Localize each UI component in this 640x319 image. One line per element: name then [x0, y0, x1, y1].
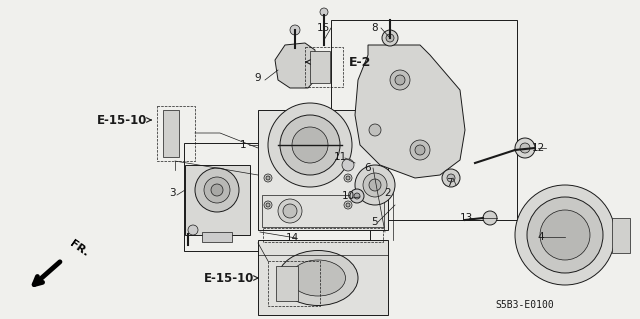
Circle shape — [369, 124, 381, 136]
Circle shape — [266, 203, 270, 207]
Bar — [263, 228, 383, 242]
Circle shape — [204, 177, 230, 203]
Circle shape — [264, 201, 272, 209]
Polygon shape — [355, 45, 465, 178]
Circle shape — [540, 210, 590, 260]
Bar — [185, 165, 250, 235]
Bar — [276, 266, 298, 301]
Text: FR.: FR. — [68, 238, 90, 258]
Circle shape — [527, 197, 603, 273]
Circle shape — [386, 34, 394, 42]
Ellipse shape — [291, 260, 346, 296]
Circle shape — [278, 199, 302, 223]
Circle shape — [346, 176, 350, 180]
Circle shape — [268, 103, 352, 187]
Circle shape — [415, 145, 425, 155]
Circle shape — [369, 179, 381, 191]
Circle shape — [447, 174, 455, 182]
Text: E-2: E-2 — [349, 56, 371, 69]
Circle shape — [395, 75, 405, 85]
Text: 14: 14 — [285, 233, 299, 243]
Circle shape — [266, 176, 270, 180]
Circle shape — [283, 204, 297, 218]
Circle shape — [320, 8, 328, 16]
Text: 9: 9 — [255, 73, 261, 83]
Circle shape — [350, 189, 364, 203]
Circle shape — [195, 168, 239, 212]
Circle shape — [264, 174, 272, 182]
Bar — [258, 240, 388, 315]
Text: E-15-10: E-15-10 — [97, 114, 147, 127]
Circle shape — [211, 184, 223, 196]
Bar — [258, 110, 388, 230]
Text: 8: 8 — [372, 23, 378, 33]
Bar — [305, 47, 343, 87]
Circle shape — [344, 201, 352, 209]
Text: 6: 6 — [365, 163, 371, 173]
Text: 10: 10 — [341, 191, 355, 201]
Bar — [331, 20, 517, 220]
Text: 1: 1 — [240, 140, 246, 150]
Circle shape — [342, 159, 354, 171]
Ellipse shape — [278, 250, 358, 306]
Bar — [310, 51, 330, 83]
Text: 2: 2 — [385, 188, 391, 198]
Text: S5B3-E0100: S5B3-E0100 — [495, 300, 554, 310]
Circle shape — [188, 225, 198, 235]
Circle shape — [520, 143, 530, 153]
Bar — [157, 106, 195, 161]
Text: 11: 11 — [333, 152, 347, 162]
Text: 4: 4 — [538, 232, 544, 242]
Bar — [202, 232, 232, 242]
Bar — [268, 261, 320, 306]
Text: 7: 7 — [445, 178, 452, 188]
Circle shape — [354, 193, 360, 199]
Text: 15: 15 — [316, 23, 330, 33]
Circle shape — [363, 173, 387, 197]
Bar — [612, 218, 630, 253]
Circle shape — [355, 165, 395, 205]
Circle shape — [390, 70, 410, 90]
Circle shape — [344, 174, 352, 182]
Circle shape — [515, 138, 535, 158]
Polygon shape — [275, 43, 315, 88]
Circle shape — [382, 30, 398, 46]
Text: 3: 3 — [169, 188, 175, 198]
Circle shape — [346, 203, 350, 207]
Circle shape — [483, 211, 497, 225]
Circle shape — [515, 185, 615, 285]
Bar — [184, 143, 370, 251]
Text: 5: 5 — [371, 217, 378, 227]
Circle shape — [410, 140, 430, 160]
Text: 12: 12 — [531, 143, 545, 153]
Bar — [163, 110, 179, 157]
Text: E-15-10: E-15-10 — [204, 271, 254, 285]
Bar — [262, 195, 384, 227]
Circle shape — [280, 115, 340, 175]
Text: 13: 13 — [460, 213, 472, 223]
Circle shape — [290, 25, 300, 35]
Circle shape — [442, 169, 460, 187]
Circle shape — [292, 127, 328, 163]
